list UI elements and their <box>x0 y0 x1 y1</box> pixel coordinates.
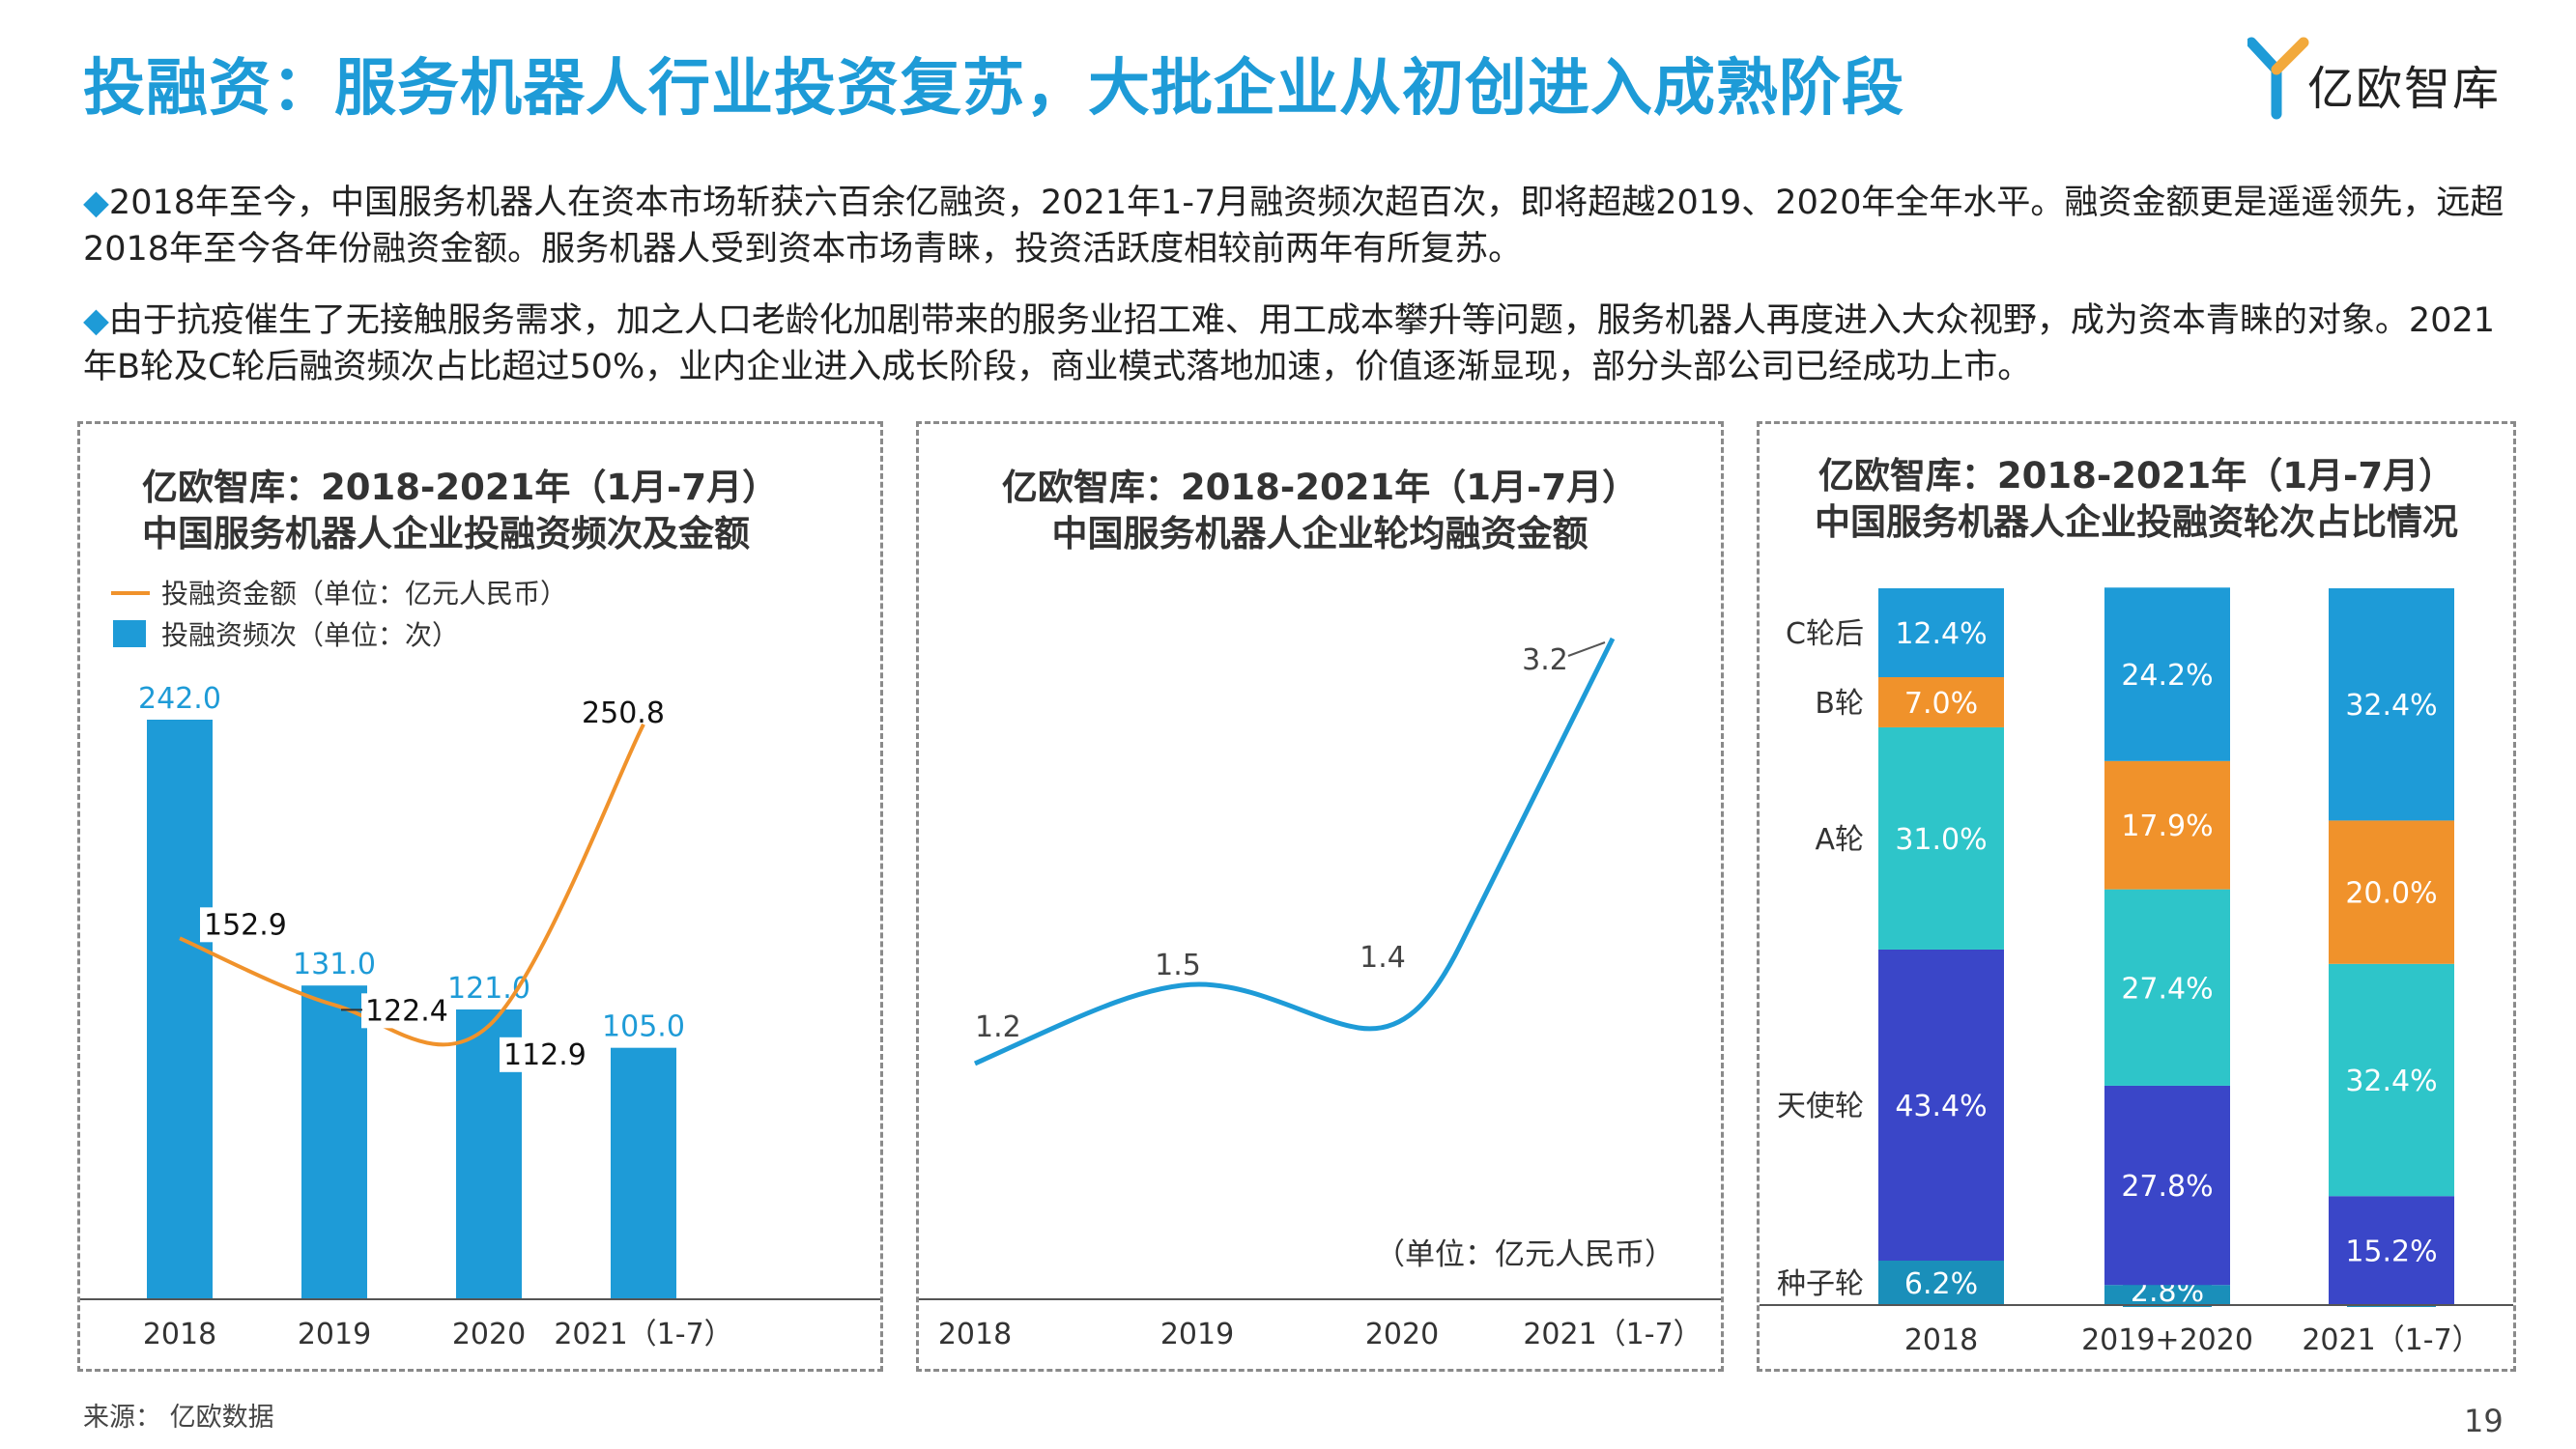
stack-value-label: 17.9% <box>2121 810 2213 843</box>
logo: 亿欧智库 <box>2246 37 2528 120</box>
stack-segment-A轮 <box>2329 963 2454 1197</box>
legend-label-frequency: 投融资频次（单位：次） <box>161 619 459 651</box>
stack-segment-B轮 <box>1878 677 2004 727</box>
x-tick-label: 2018 <box>938 1318 1012 1351</box>
stack-value-label: 24.2% <box>2121 659 2213 693</box>
source-note: 来源： 亿欧数据 <box>83 1403 274 1433</box>
stack-value-label: 7.0% <box>1904 687 1978 721</box>
page-number: 19 <box>2464 1403 2504 1439</box>
line-label-bg <box>200 907 285 943</box>
stack-segment-天使轮 <box>2329 1196 2454 1305</box>
bar-frequency <box>611 1047 676 1299</box>
stack-value-label: 32.4% <box>2345 689 2437 723</box>
chart-3-svg: 6.2%43.4%31.0%7.0%12.4%20182.8%27.8%27.4… <box>1760 587 2513 1357</box>
line-value-label: 152.9 <box>204 908 287 942</box>
legend-bar-swatch <box>113 620 146 647</box>
line-value-label: 1.2 <box>975 1010 1021 1044</box>
chart-panel-frequency-amount: 亿欧智库：2018-2021年（1月-7月） 中国服务机器人企业投融资频次及金额… <box>77 421 883 1372</box>
x-tick-label: 2019 <box>1160 1318 1234 1351</box>
line-value-label: 122.4 <box>365 994 448 1028</box>
label-leader-line <box>1567 641 1606 657</box>
chart-1-title: 亿欧智库：2018-2021年（1月-7月） <box>142 467 779 508</box>
chart-2-title: 亿欧智库：2018-2021年（1月-7月） <box>1001 467 1639 508</box>
bullet-diamond-icon: ◆ <box>83 301 109 340</box>
line-label-bg <box>500 1037 585 1072</box>
line-value-label: 1.5 <box>1155 949 1201 982</box>
bar-value-label: 131.0 <box>293 948 376 981</box>
legend-label-amount: 投融资金额（单位：亿元人民币） <box>161 578 567 610</box>
paragraph-1-text: 2018年至今，中国服务机器人在资本市场斩获六百余亿融资，2021年1-7月融资… <box>83 184 2504 269</box>
chart-2-subtitle: 中国服务机器人企业轮均融资金额 <box>1051 513 1589 554</box>
unit-note: （单位：亿元人民币） <box>1375 1237 1674 1272</box>
stack-value-label: 32.4% <box>2345 1065 2437 1098</box>
bar-frequency <box>147 720 213 1299</box>
x-tick-label: 2019 <box>298 1318 371 1351</box>
stack-segment-B轮 <box>2329 820 2454 964</box>
stack-segment-天使轮 <box>2104 1085 2230 1286</box>
paragraph-1: ◆2018年至今，中国服务机器人在资本市场斩获六百余亿融资，2021年1-7月融… <box>83 180 2518 272</box>
bar-frequency <box>301 985 367 1299</box>
x-tick-label: 2019+2020 <box>2081 1323 2253 1357</box>
stack-value-label: 27.8% <box>2121 1170 2213 1204</box>
chart-3-subtitle: 中国服务机器人企业投融资轮次占比情况 <box>1815 501 2458 543</box>
chart-panel-average-amount: 亿欧智库：2018-2021年（1月-7月） 中国服务机器人企业轮均融资金额 1… <box>916 421 1724 1372</box>
stack-value-label: 31.0% <box>1895 823 1987 857</box>
series-label: C轮后 <box>1786 617 1864 651</box>
x-tick-label: 2018 <box>143 1318 216 1351</box>
chart-1-svg: 投融资金额（单位：亿元人民币）投融资频次（单位：次）242.0131.0121.… <box>80 578 880 1351</box>
stack-value-label: 15.2% <box>2345 1236 2437 1269</box>
x-tick-label: 2021（1-7） <box>1523 1318 1702 1351</box>
stack-segment-天使轮 <box>1878 949 2004 1261</box>
paragraph-2-text: 由于抗疫催生了无接触服务需求，加之人口老龄化加剧带来的服务业招工难、用工成本攀升… <box>83 301 2496 386</box>
series-label: B轮 <box>1815 687 1864 721</box>
stack-segment-A轮 <box>1878 726 2004 950</box>
line-value-label: 250.8 <box>582 696 665 730</box>
x-tick-label: 2020 <box>452 1318 526 1351</box>
paragraph-2: ◆由于抗疫催生了无接触服务需求，加之人口老龄化加剧带来的服务业招工难、用工成本攀… <box>83 298 2518 390</box>
x-tick-label: 2018 <box>1904 1323 1978 1357</box>
line-value-label: 1.4 <box>1360 941 1406 975</box>
line-value-label: 3.2 <box>1522 643 1568 677</box>
average-amount-line <box>973 637 1616 1066</box>
stack-value-label: 6.2% <box>1904 1267 1978 1301</box>
bar-value-label: 242.0 <box>138 682 221 716</box>
stack-value-label: 20.0% <box>2345 877 2437 911</box>
stack-segment-A轮 <box>2104 889 2230 1086</box>
x-tick-label: 2021（1-7） <box>2302 1323 2480 1357</box>
chart-3-title: 亿欧智库：2018-2021年（1月-7月） <box>1818 455 2455 497</box>
logo-text: 亿欧智库 <box>2307 62 2502 116</box>
bar-value-label: 105.0 <box>602 1010 685 1044</box>
chart-2-svg: 1.2 1.5 1.4 3.2 （单位：亿元人民币） 2018 2019 2020 2021（1… <box>919 637 1721 1351</box>
logo-mark-icon <box>2246 37 2309 120</box>
chart-panel-round-share: 亿欧智库：2018-2021年（1月-7月） 中国服务机器人企业投融资轮次占比情… <box>1757 421 2516 1372</box>
line-label-bg <box>361 993 446 1029</box>
stack-value-label: 27.4% <box>2121 972 2213 1006</box>
x-tick-label: 2021（1-7） <box>554 1318 732 1351</box>
stack-segment-C轮后 <box>2104 587 2230 761</box>
bullet-diamond-icon: ◆ <box>83 184 109 222</box>
stack-value-label: 43.4% <box>1895 1090 1987 1123</box>
stack-value-label: 12.4% <box>1895 617 1987 651</box>
stack-segment-种子轮 <box>1878 1260 2004 1305</box>
amount-line <box>179 723 645 1047</box>
page-title: 投融资：服务机器人行业投资复苏，大批企业从初创进入成熟阶段 <box>83 53 1904 125</box>
series-label: A轮 <box>1815 823 1864 857</box>
stack-segment-B轮 <box>2104 760 2230 890</box>
line-value-label: 112.9 <box>503 1038 587 1072</box>
stack-segment-C轮后 <box>2329 588 2454 821</box>
x-tick-label: 2020 <box>1365 1318 1439 1351</box>
stack-segment-C轮后 <box>1878 588 2004 678</box>
series-label: 天使轮 <box>1777 1090 1864 1123</box>
chart-1-subtitle: 中国服务机器人企业投融资频次及金额 <box>142 513 750 554</box>
series-label: 种子轮 <box>1777 1267 1864 1301</box>
